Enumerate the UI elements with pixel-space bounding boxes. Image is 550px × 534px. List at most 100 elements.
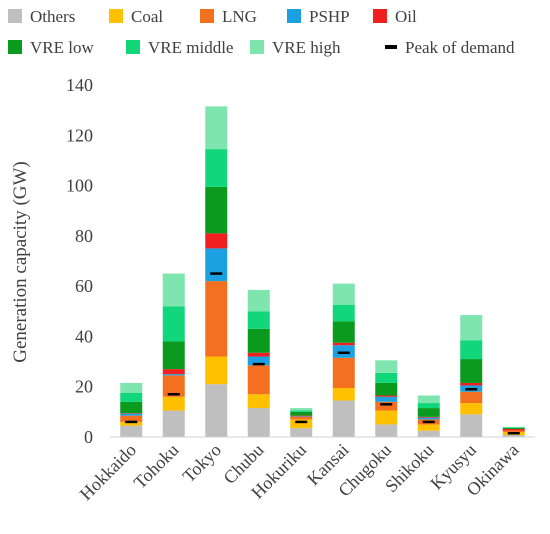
legend-swatch-coal [109,9,123,23]
bar-vre-high-shikoku [417,395,440,404]
bar-lng-kansai [332,357,355,388]
bar-vre-high-hokkaido [120,382,143,393]
legend-swatch-others [8,9,22,23]
bar-vre-middle-shikoku [417,403,440,409]
bar-lng-tokyo [205,281,228,357]
bar-vre-middle-hokkaido [120,393,143,402]
legend-swatch-oil [373,9,387,23]
bar-oil-tohoku [162,369,185,375]
legend-label-coal: Coal [131,7,163,26]
bar-stack-tohoku [162,273,185,437]
bar-coal-hokkaido [120,421,143,426]
y-tick-label: 120 [66,125,93,145]
legend-swatch-vre-high [250,40,264,54]
bar-oil-tokyo [205,233,228,249]
x-axis: HokkaidoTohokuTokyoChubuHokurikuKansaiCh… [76,440,523,504]
legend-label-vre-high: VRE high [272,38,341,57]
bar-pshp-chubu [247,356,270,366]
bar-pshp-tokyo [205,248,228,282]
bar-lng-kyusyu [460,391,483,404]
bar-coal-tohoku [162,396,185,411]
y-axis: 0 20 40 60 80 100 120 140 [66,75,93,447]
bar-oil-shikoku [417,416,440,418]
x-tick-label-tokyo: Tokyo [179,440,225,486]
x-tick-label-shikoku: Shikoku [381,440,438,497]
bar-others-chubu [247,408,270,437]
bar-stack-tokyo [205,106,228,437]
bar-vre-low-okinawa [502,427,525,429]
bar-vre-low-chugoku [375,382,398,396]
bar-coal-kyusyu [460,403,483,415]
legend-label-peak-of-demand: Peak of demand [405,38,515,57]
y-axis-title: Generation capacity (GW) [10,161,31,363]
x-tick-label-tohoku: Tohoku [130,440,183,493]
legend-label-vre-low: VRE low [30,38,94,57]
legend-item-vre-high: VRE high [250,38,341,57]
bar-vre-middle-hokuriku [290,410,313,412]
bar-others-tokyo [205,384,228,437]
bar-lng-chubu [247,365,270,395]
bar-others-shikoku [417,430,440,437]
bar-vre-high-kyusyu [460,315,483,341]
bar-vre-low-tohoku [162,341,185,370]
bar-lng-hokkaido [120,415,143,422]
bar-oil-hokuriku [290,415,313,417]
bar-others-kyusyu [460,414,483,437]
bar-vre-middle-kansai [332,305,355,322]
bar-coal-chubu [247,394,270,409]
bar-pshp-kansai [332,345,355,358]
bar-others-hokkaido [120,425,143,437]
bar-stack-chubu [247,289,270,437]
bar-coal-tokyo [205,356,228,385]
bar-pshp-hokuriku [290,416,313,417]
legend-swatch-vre-low [8,40,22,54]
bar-others-tohoku [162,410,185,437]
bar-stack-hokkaido [120,382,143,437]
legend-label-lng: LNG [222,7,257,26]
bar-stack-kansai [332,283,355,437]
bar-stack-okinawa [502,426,525,437]
legend-label-vre-middle: VRE middle [148,38,233,57]
legend-swatch-lng [200,9,214,23]
bar-vre-middle-tohoku [162,306,185,342]
bar-lng-chugoku [375,401,398,411]
bar-oil-okinawa [502,428,525,431]
bar-pshp-hokkaido [120,413,143,416]
bar-vre-middle-chugoku [375,372,398,383]
bar-oil-hokkaido [120,413,143,414]
bar-vre-high-chubu [247,289,270,312]
legend-label-oil: Oil [395,7,417,26]
bar-oil-kansai [332,342,355,346]
legend-swatch-vre-middle [126,40,140,54]
bar-others-hokuriku [290,428,313,437]
bar-vre-middle-chubu [247,311,270,329]
bar-vre-low-chubu [247,328,270,353]
bar-coal-chugoku [375,410,398,425]
bar-stack-chugoku [375,360,398,437]
bar-pshp-tohoku [162,374,185,376]
bar-vre-low-kansai [332,321,355,343]
bar-stack-kyusyu [460,315,483,437]
bar-vre-low-hokuriku [290,411,313,416]
bar-stack-hokuriku [290,408,313,437]
y-tick-label: 100 [66,176,93,196]
legend-item-vre-middle: VRE middle [126,38,233,57]
bar-lng-hokuriku [290,416,313,420]
bar-lng-tohoku [162,375,185,397]
bar-vre-low-shikoku [417,408,440,417]
bar-oil-chugoku [375,395,398,397]
legend-item-peak-of-demand: Peak of demand [385,38,515,57]
legend-swatch-pshp [287,9,301,23]
plot-area [120,106,525,437]
y-tick-label: 40 [75,326,93,346]
bar-vre-low-tokyo [205,186,228,234]
bar-coal-kansai [332,387,355,401]
bar-stack-shikoku [417,395,440,437]
legend-label-others: Others [30,7,75,26]
bar-vre-high-chugoku [375,360,398,373]
legend-item-coal: Coal [109,7,163,26]
bar-pshp-shikoku [417,417,440,420]
bar-oil-kyusyu [460,382,483,386]
bar-pshp-chugoku [375,396,398,402]
